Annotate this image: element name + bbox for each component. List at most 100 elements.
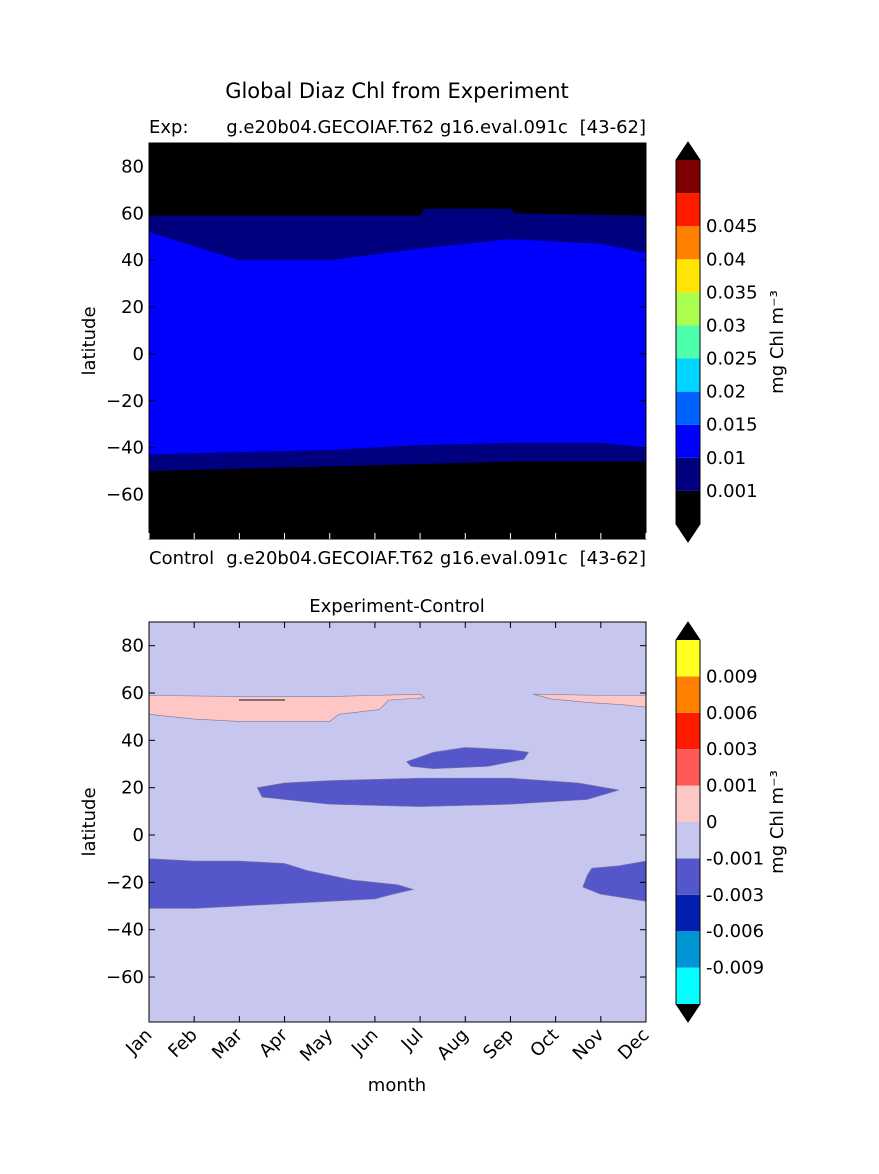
colorbar-tick-label: 0.01: [706, 448, 746, 469]
x-tick-label: Jul: [397, 1025, 428, 1056]
colorbar-tick-label: -0.001: [706, 848, 764, 869]
plot1-yticks: 80 60 40 20 0 −20 −40 −60: [106, 156, 647, 539]
x-tick-label: Apr: [255, 1024, 292, 1061]
colorbar-cell: [676, 640, 700, 677]
y-tick-label: 60: [121, 203, 144, 224]
colorbar-cell: [676, 676, 700, 713]
colorbar-tick-label: -0.003: [706, 885, 764, 906]
plot2-colorbar: -0.009 -0.006 -0.003 -0.001 0 0.001 0.003 0.006…: [675, 621, 764, 1023]
plot2-control-right: [43-62]: [580, 548, 646, 569]
colorbar-cell: [676, 931, 700, 968]
colorbar-tick-label: 0.003: [706, 739, 758, 760]
plot2-colorbar-frame: [675, 621, 701, 1023]
x-tick-label: Sep: [479, 1025, 518, 1064]
colorbar-cell: [676, 160, 700, 194]
y-tick-label: −20: [106, 391, 144, 412]
colorbar-cell: [676, 858, 700, 895]
colorbar-tick-label: -0.006: [706, 921, 764, 942]
plot2-colorbar-extend-bottom: [676, 1004, 700, 1022]
x-tick-label: Jun: [347, 1025, 382, 1060]
plot1-regions: [149, 208, 646, 472]
colorbar-tick-label: 0: [706, 812, 717, 833]
colorbar-tick-label: 0.001: [706, 481, 758, 502]
colorbar-tick-label: 0.015: [706, 415, 758, 436]
plot1-title-left: Exp:: [149, 117, 189, 138]
colorbar-cell: [676, 292, 700, 326]
colorbar-cell: [676, 894, 700, 932]
colorbar-cell: [676, 712, 700, 750]
colorbar-cell: [676, 226, 700, 260]
x-tick-label: Feb: [164, 1025, 201, 1062]
plot1-title-center: g.e20b04.GECOIAF.T62 g16.eval.091c: [226, 117, 567, 138]
y-tick-label: −40: [106, 438, 144, 459]
region-main-band: [149, 232, 646, 455]
plot1-colorbar-labels: 0.001 0.01 0.015 0.02 0.025 0.03 0.035 0.04 0.04…: [706, 216, 758, 502]
y-tick-label: −60: [106, 967, 144, 988]
x-tick-label: Mar: [208, 1024, 247, 1063]
plot1-colorbar-extend-top: [676, 142, 700, 160]
colorbar-tick-label: 0.04: [706, 249, 746, 270]
region-negative-anomaly-30n: [405, 747, 530, 770]
y-tick-label: 0: [133, 344, 144, 365]
colorbar-cell: [676, 785, 700, 822]
plot2-colorbar-label: mg Chl m⁻³: [767, 770, 788, 874]
x-tick-label: Nov: [569, 1024, 609, 1064]
y-tick-label: −40: [106, 920, 144, 941]
y-tick-label: 80: [121, 636, 144, 657]
plot2-yticks: 80 60 40 20 0 −20 −40 −60: [106, 636, 646, 988]
plot2-ylabel: latitude: [79, 787, 100, 856]
plot1-colorbar: 0.001 0.01 0.015 0.02 0.025 0.03 0.035 0.04 0.04…: [675, 141, 758, 543]
colorbar-cell: [676, 457, 700, 491]
colorbar-tick-label: 0.009: [706, 666, 758, 687]
plot2-control-label: Control: [149, 548, 214, 569]
plot1-title-right: [43-62]: [580, 117, 646, 138]
plot2-control-center: g.e20b04.GECOIAF.T62 g16.eval.091c: [226, 548, 567, 569]
colorbar-tick-label: -0.009: [706, 958, 764, 979]
y-tick-label: 80: [121, 156, 144, 177]
y-tick-label: 0: [133, 825, 144, 846]
x-tick-label: Oct: [526, 1025, 563, 1062]
plot1-frame: [148, 142, 647, 540]
y-tick-label: −60: [106, 484, 144, 505]
plot1-axes: 80 60 40 20 0 −20 −40 −60: [106, 142, 647, 540]
plot1-colorbar-frame: [675, 141, 701, 543]
region-positive-anomaly-north-east: [532, 693, 647, 708]
colorbar-cell: [676, 325, 700, 359]
region-negative-anomaly-20n: [256, 777, 619, 807]
y-tick-label: 60: [121, 683, 144, 704]
x-tick-label: Aug: [433, 1025, 473, 1065]
colorbar-cell: [676, 967, 700, 1004]
region-negative-anomaly-south-east: [582, 860, 647, 902]
plot1-ylabel: latitude: [79, 306, 100, 375]
x-tick-label: Dec: [614, 1025, 653, 1064]
plot2-frame: [148, 621, 647, 1023]
figure-title: Global Diaz Chl from Experiment: [225, 79, 569, 103]
plot2-colorbar-cells: [676, 640, 700, 1004]
x-tick-label: Jan: [121, 1025, 156, 1060]
colorbar-tick-label: 0.006: [706, 703, 758, 724]
y-tick-label: 40: [121, 730, 144, 751]
colorbar-cell: [676, 193, 700, 227]
colorbar-cell: [676, 259, 700, 293]
region-negative-anomaly-south-west: [148, 858, 415, 909]
y-tick-label: 20: [121, 778, 144, 799]
plot1-colorbar-cells: [676, 160, 700, 524]
plot2-colorbar-labels: -0.009 -0.006 -0.003 -0.001 0 0.001 0.003 0.006…: [706, 666, 764, 978]
colorbar-tick-label: 0.001: [706, 776, 758, 797]
x-tick-label: May: [296, 1024, 337, 1065]
region-low-chlorophyll-band-south: [149, 442, 646, 472]
colorbar-cell: [676, 822, 700, 859]
colorbar-tick-label: 0.035: [706, 282, 758, 303]
colorbar-cell: [676, 391, 700, 425]
y-tick-label: −20: [106, 872, 144, 893]
colorbar-cell: [676, 490, 700, 524]
colorbar-tick-label: 0.02: [706, 382, 746, 403]
plot2-colorbar-extend-top: [676, 622, 700, 640]
colorbar-tick-label: 0.03: [706, 315, 746, 336]
y-tick-label: 20: [121, 297, 144, 318]
plot2-axes: 80 60 40 20 0 −20 −40 −60 Jan Feb Mar Apr May Jun Jul…: [106, 621, 654, 1066]
plot1-colorbar-label: mg Chl m⁻³: [767, 290, 788, 394]
plot1-colorbar-extend-bottom: [676, 524, 700, 542]
plot2-xlabel: month: [368, 1075, 426, 1096]
